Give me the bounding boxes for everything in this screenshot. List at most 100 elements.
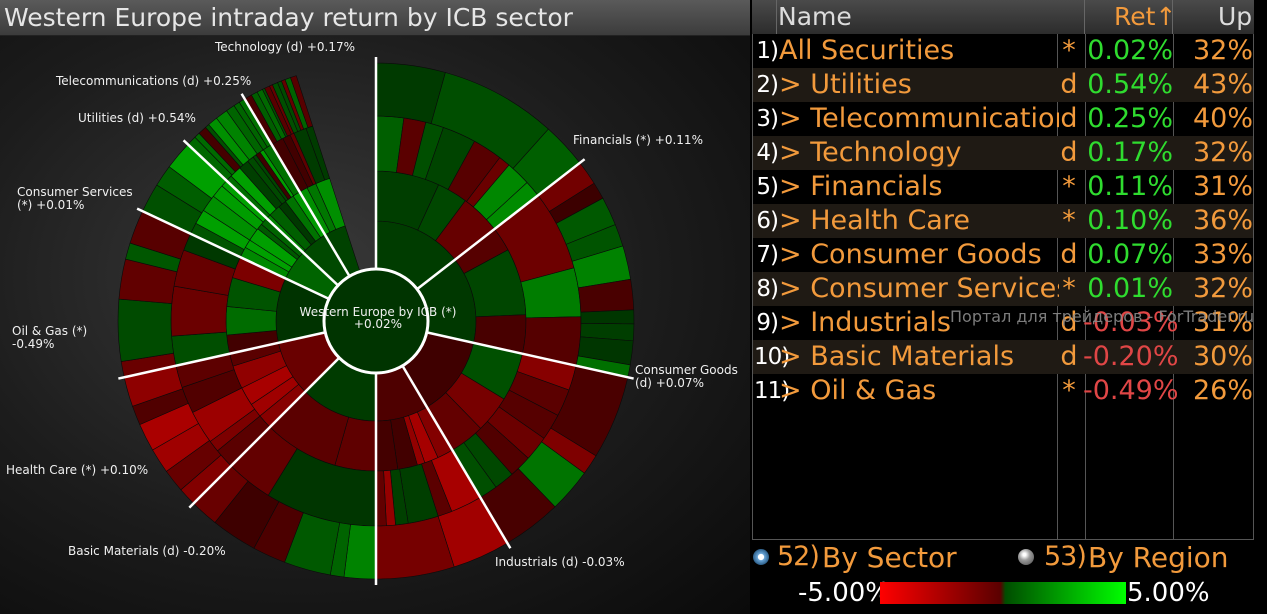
header-up[interactable]: Up <box>1218 2 1253 31</box>
by-region-radio[interactable] <box>1018 549 1034 565</box>
header-divider <box>1172 0 1173 34</box>
label-consumer-services[interactable]: Consumer Services (*) +0.01% <box>17 186 133 212</box>
table-row[interactable]: 2) > Utilities d 0.54% 43% <box>753 68 1253 102</box>
row-return: 0.54% <box>1087 69 1173 100</box>
row-number: 11) <box>754 378 790 404</box>
row-up-percent: 40% <box>1192 103 1253 134</box>
sub-segment-arc[interactable] <box>117 298 174 362</box>
table-row[interactable]: 7) > Consumer Goods d 0.07% 33% <box>753 238 1253 272</box>
row-name: > Consumer Services <box>779 273 1059 304</box>
row-name: > Financials <box>779 171 943 202</box>
row-up-percent: 33% <box>1192 239 1253 270</box>
page-title: Western Europe intraday return by ICB se… <box>4 3 573 32</box>
row-mark: d <box>1060 103 1078 134</box>
row-number: 3) <box>756 106 779 132</box>
scale-max-label: 5.00% <box>1127 578 1210 608</box>
sector-separator-line <box>426 331 634 380</box>
sub-segment-arc[interactable] <box>580 309 635 325</box>
scale-min-label: -5.00% <box>798 578 890 608</box>
row-mark: d <box>1060 341 1078 372</box>
table-row[interactable]: 3) > Telecommunications d 0.25% 40% <box>753 102 1253 136</box>
by-sector-label[interactable]: By Sector <box>822 541 957 574</box>
row-return: -0.49% <box>1083 375 1179 406</box>
row-mark: d <box>1060 69 1078 100</box>
sector-utilities[interactable] <box>142 143 339 300</box>
label-financials[interactable]: Financials (*) +0.11% <box>573 133 703 147</box>
row-up-percent: 31% <box>1192 171 1253 202</box>
sector-health-care[interactable] <box>193 357 377 580</box>
row-return: -0.03% <box>1083 307 1179 338</box>
label-consumer-services-name: Consumer Services <box>17 185 133 199</box>
sector-consumer-goods[interactable] <box>416 162 635 378</box>
sunburst-panel: Western Europe intraday return by ICB se… <box>0 0 750 614</box>
row-mark: * <box>1062 375 1076 406</box>
table-header: Name Ret↑ Up <box>752 0 1254 34</box>
header-name[interactable]: Name <box>778 2 852 31</box>
label-consumer-goods-name: Consumer Goods <box>635 363 738 377</box>
sector-financials[interactable] <box>375 62 581 290</box>
sector-separator-line <box>136 207 330 300</box>
sector-separator-line <box>182 139 339 287</box>
title-bar: Western Europe intraday return by ICB se… <box>0 0 750 36</box>
center-label[interactable]: Western Europe by ICB (*) +0.02% <box>298 306 458 330</box>
row-up-percent: 32% <box>1192 137 1253 168</box>
by-sector-radio[interactable] <box>753 549 769 565</box>
row-name: > Technology <box>779 137 962 168</box>
sector-table-panel: Name Ret↑ Up 1) All Securities * 0.02% 32% 2)… <box>752 0 1267 614</box>
row-up-percent: 36% <box>1192 205 1253 236</box>
row-return: 0.25% <box>1087 103 1173 134</box>
row-number: 10) <box>754 344 790 370</box>
row-number: 1) <box>756 38 779 64</box>
table-row[interactable]: 10) > Basic Materials d -0.20% 30% <box>753 340 1253 374</box>
row-name: > Basic Materials <box>779 341 1015 372</box>
sunburst-root[interactable] <box>322 267 430 375</box>
table-row[interactable]: 9) > Industrials d -0.03% 31% <box>753 306 1253 340</box>
label-consumer-goods[interactable]: Consumer Goods (d) +0.07% <box>635 364 738 390</box>
row-number: 4) <box>756 140 779 166</box>
label-utilities[interactable]: Utilities (d) +0.54% <box>78 111 196 125</box>
row-mark: * <box>1062 171 1076 202</box>
row-number: 6) <box>756 208 779 234</box>
row-return: 0.11% <box>1087 171 1173 202</box>
sector-oil-gas[interactable] <box>123 331 340 504</box>
table-row[interactable]: 5) > Financials * 0.11% 31% <box>753 170 1253 204</box>
row-number: 2) <box>756 72 779 98</box>
color-scale-bar <box>880 582 1126 604</box>
sector-telecommunications[interactable] <box>187 98 350 286</box>
row-return: 0.07% <box>1087 239 1173 270</box>
row-up-percent: 32% <box>1192 273 1253 304</box>
row-name: > Oil & Gas <box>779 375 937 406</box>
by-region-label[interactable]: By Region <box>1088 541 1229 574</box>
by-sector-number[interactable]: 52) <box>777 541 820 572</box>
table-row[interactable]: 4) > Technology d 0.17% 32% <box>753 136 1253 170</box>
row-up-percent: 26% <box>1192 375 1253 406</box>
row-name: All Securities <box>779 35 955 66</box>
sector-separator-line <box>240 93 351 277</box>
row-return: 0.17% <box>1087 137 1173 168</box>
row-name: > Industrials <box>779 307 951 338</box>
table-row[interactable]: 11) > Oil & Gas * -0.49% 26% <box>753 374 1253 408</box>
sector-consumer-services[interactable] <box>117 210 330 378</box>
label-oil-gas[interactable]: Oil & Gas (*) -0.49% <box>12 325 87 351</box>
label-basic-materials[interactable]: Basic Materials (d) -0.20% <box>68 544 226 558</box>
by-region-number[interactable]: 53) <box>1044 541 1087 572</box>
table-row[interactable]: 6) > Health Care * 0.10% 36% <box>753 204 1253 238</box>
row-mark: * <box>1062 273 1076 304</box>
row-mark: * <box>1062 35 1076 66</box>
row-number: 9) <box>756 310 779 336</box>
row-return: -0.20% <box>1083 341 1179 372</box>
header-ret[interactable]: Ret↑ <box>1114 2 1177 31</box>
label-industrials[interactable]: Industrials (d) -0.03% <box>495 555 625 569</box>
row-number: 5) <box>756 174 779 200</box>
label-telecommunications[interactable]: Telecommunications (d) +0.25% <box>56 74 252 88</box>
sub-segment-arc[interactable] <box>290 75 314 128</box>
label-health-care[interactable]: Health Care (*) +0.10% <box>6 463 149 477</box>
sector-table: 1) All Securities * 0.02% 32% 2) > Utilities d 0… <box>752 34 1254 540</box>
row-return: 0.01% <box>1087 273 1173 304</box>
label-technology[interactable]: Technology (d) +0.17% <box>215 40 356 54</box>
table-row[interactable]: 8) > Consumer Services * 0.01% 32% <box>753 272 1253 306</box>
table-row[interactable]: 1) All Securities * 0.02% 32% <box>753 34 1253 68</box>
sector-technology[interactable] <box>244 75 361 277</box>
sunburst-chart[interactable] <box>0 0 750 614</box>
label-oil-gas-name: Oil & Gas (*) <box>12 324 88 338</box>
